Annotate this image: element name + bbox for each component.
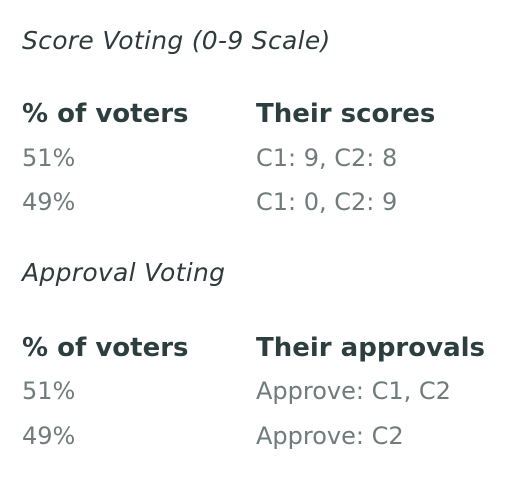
- approval-row-1-percent: 51%: [22, 377, 76, 405]
- score-header-scores: Their scores: [256, 99, 436, 129]
- approval-header-voters: % of voters: [22, 333, 189, 363]
- score-row-1-scores: C1: 9, C2: 8: [256, 144, 398, 172]
- approval-row-2-approvals: Approve: C2: [256, 422, 404, 450]
- approval-row-1-approvals: Approve: C1, C2: [256, 377, 451, 405]
- score-row-2-percent: 49%: [22, 188, 76, 216]
- approval-voting-title: Approval Voting: [22, 258, 226, 287]
- score-voting-title: Score Voting (0-9 Scale): [22, 26, 331, 55]
- score-row-1-percent: 51%: [22, 144, 76, 172]
- approval-header-approvals: Their approvals: [256, 333, 485, 363]
- score-row-2-scores: C1: 0, C2: 9: [256, 188, 398, 216]
- score-header-voters: % of voters: [22, 99, 189, 129]
- approval-row-2-percent: 49%: [22, 422, 76, 450]
